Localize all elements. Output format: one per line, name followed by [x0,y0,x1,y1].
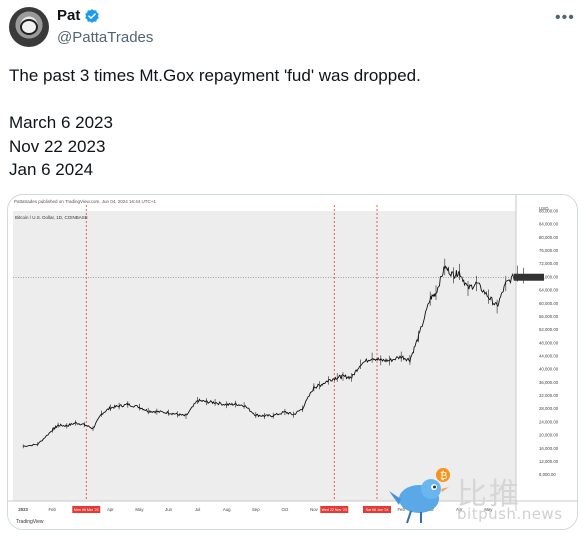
tweet-line-3: Nov 22 2023 [9,136,106,156]
tweet-text: The past 3 times Mt.Gox repayment 'fud' … [9,64,569,182]
x-tick-label: Apr [107,507,114,512]
y-tick-label: 76,000.00 [539,248,559,253]
y-tick-label: 84,000.00 [539,222,559,227]
price-wicks [22,258,524,449]
chart-symbol: Bitcoin / U.S. Dollar, 1D, COINBASE [15,215,88,220]
y-tick-label: 68,000.00 [539,274,559,279]
watermark-subtext: bitpush.news [457,505,563,523]
x-tick-label: 2023 [18,507,28,512]
avatar[interactable] [9,7,49,47]
y-tick-label: 44,000.00 [539,354,559,359]
bird-logo-icon: ₿ [389,468,450,524]
tweet-line-1: The past 3 times Mt.Gox repayment 'fud' … [9,66,421,85]
x-tick-label: Jun [165,507,173,512]
avatar-image [20,19,38,35]
event-marker-badge [72,506,101,513]
tweet-header: Pat @PattaTrades ••• [0,0,586,56]
chart-footer [8,515,577,529]
x-tick-label: Feb [397,507,405,512]
y-tick-label: 80,000.00 [539,235,559,240]
y-tick-label: 64,000.00 [539,288,559,293]
event-marker-badge [320,506,349,513]
tweet-media-chart[interactable]: Pattatrades published on TradingView.com… [7,194,578,530]
y-tick-label: 60,000.00 [539,301,559,306]
more-options-icon[interactable]: ••• [555,9,575,26]
y-tick-label: 40,000.00 [539,367,559,372]
plot-area [13,211,516,501]
x-tick-label: Jul [195,507,201,512]
event-marker-label: Sat 06 Jan '24 [366,508,389,512]
y-tick-label: 16,000.00 [539,446,559,451]
y-tick-label: 32,000.00 [539,393,559,398]
tweet-line-2: March 6 2023 [9,113,113,132]
y-tick-label: 52,000.00 [539,327,559,332]
y-tick-label: 88,000.00 [539,209,559,214]
x-tick-label: Oct [282,507,289,512]
tweet-line-4: Jan 6 2024 [9,160,94,179]
watermark: ₿ 比推 bitpush.news [387,465,577,527]
tweet-blank-line [9,88,569,112]
x-tick-label: Apr [456,507,463,512]
y-tick-label: 24,000.00 [539,419,559,424]
chart-top-note: Pattatrades published on TradingView.com… [14,199,156,204]
x-tick-label: May [484,507,493,512]
svg-text:₿: ₿ [440,470,447,482]
event-marker-label: Wed 22 Nov '23 [322,508,347,512]
x-tick-label: Aug [223,507,231,512]
y-tick-label: 72,000.00 [539,261,559,266]
y-tick-label: 8,000.00 [539,472,556,477]
x-tick-label: May [135,507,144,512]
verified-badge-icon [85,8,100,23]
currency-label: USD [539,206,549,211]
event-marker-label: Mon 06 Mar '23 [74,508,99,512]
event-marker-badge [363,506,392,513]
x-tick-label: Sep [252,507,260,512]
x-tick-label: Feb [49,507,57,512]
author-display-name[interactable]: Pat [57,7,81,24]
y-tick-label: 48,000.00 [539,340,559,345]
y-tick-label: 12,000.00 [539,459,559,464]
tradingview-logo: TradingView [16,519,44,525]
y-tick-label: 56,000.00 [539,314,559,319]
y-tick-label: 28,000.00 [539,406,559,411]
price-chart: Pattatrades published on TradingView.com… [8,195,577,529]
author-handle[interactable]: @PattaTrades [57,29,154,46]
x-tick-label: Nov [310,507,318,512]
y-tick-label: 20,000.00 [539,433,559,438]
current-price-badge [514,273,544,281]
y-tick-label: 36,000.00 [539,380,559,385]
author-name-row: Pat [57,7,100,24]
watermark-text: 比推 [457,477,521,512]
